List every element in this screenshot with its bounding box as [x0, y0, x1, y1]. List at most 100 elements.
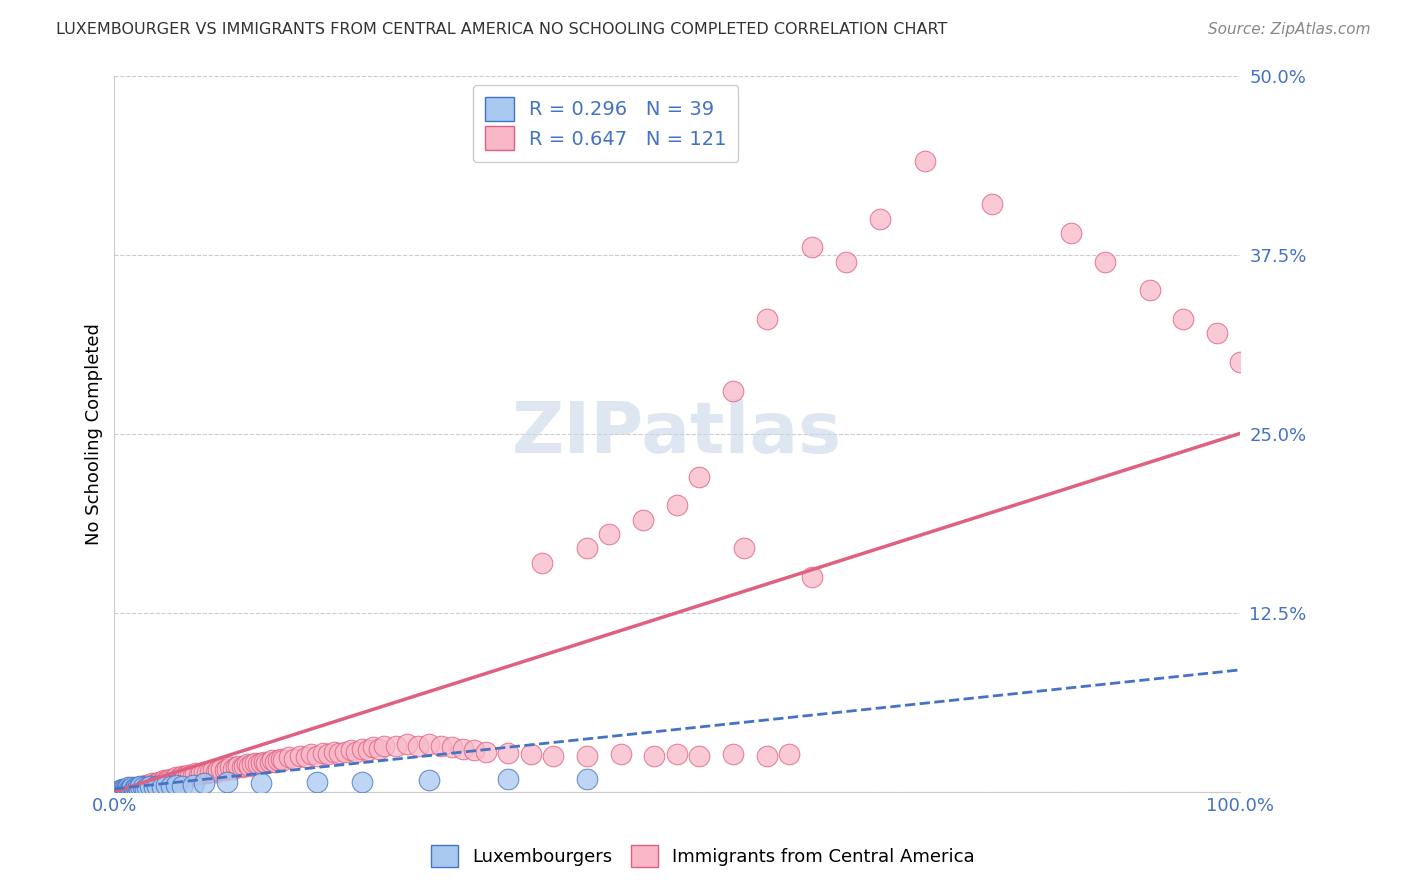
- Point: [157, 773, 180, 788]
- Point: [519, 747, 541, 762]
- Point: [110, 783, 132, 797]
- Point: [159, 772, 181, 786]
- Point: [134, 779, 156, 793]
- Point: [723, 384, 745, 398]
- Point: [108, 783, 131, 797]
- Point: [254, 756, 277, 770]
- Point: [236, 757, 259, 772]
- Point: [170, 769, 193, 783]
- Point: [120, 781, 142, 796]
- Point: [598, 527, 620, 541]
- Point: [111, 781, 134, 796]
- Point: [225, 760, 247, 774]
- Point: [125, 780, 148, 795]
- Point: [121, 780, 143, 795]
- Y-axis label: No Schooling Completed: No Schooling Completed: [86, 323, 103, 544]
- Point: [575, 541, 598, 556]
- Point: [333, 745, 356, 759]
- Point: [869, 211, 891, 226]
- Point: [135, 778, 157, 792]
- Point: [153, 773, 176, 788]
- Point: [361, 740, 384, 755]
- Point: [801, 570, 824, 584]
- Point: [155, 778, 177, 792]
- Point: [122, 781, 145, 796]
- Point: [174, 769, 197, 783]
- Point: [981, 197, 1004, 211]
- Point: [215, 762, 238, 776]
- Point: [125, 781, 148, 796]
- Point: [249, 776, 271, 790]
- Point: [150, 780, 173, 795]
- Point: [139, 779, 162, 793]
- Point: [530, 556, 553, 570]
- Point: [277, 750, 299, 764]
- Point: [350, 741, 373, 756]
- Point: [1139, 284, 1161, 298]
- Point: [243, 756, 266, 770]
- Point: [756, 748, 779, 763]
- Point: [305, 748, 328, 763]
- Point: [756, 312, 779, 326]
- Point: [170, 779, 193, 793]
- Point: [316, 747, 339, 762]
- Point: [209, 762, 232, 776]
- Point: [253, 755, 276, 769]
- Point: [294, 750, 316, 764]
- Point: [288, 748, 311, 763]
- Point: [801, 240, 824, 254]
- Point: [202, 763, 225, 777]
- Point: [179, 769, 201, 783]
- Point: [384, 739, 406, 753]
- Point: [311, 746, 333, 760]
- Point: [131, 780, 153, 795]
- Point: [350, 774, 373, 789]
- Point: [283, 752, 305, 766]
- Point: [136, 778, 159, 792]
- Point: [541, 748, 564, 763]
- Point: [145, 776, 167, 790]
- Point: [134, 781, 156, 796]
- Point: [609, 747, 631, 762]
- Point: [184, 766, 207, 780]
- Point: [914, 154, 936, 169]
- Point: [232, 759, 254, 773]
- Point: [328, 746, 350, 760]
- Point: [193, 764, 215, 779]
- Point: [575, 772, 598, 786]
- Point: [115, 781, 138, 796]
- Point: [264, 755, 287, 769]
- Point: [159, 779, 181, 793]
- Point: [260, 753, 283, 767]
- Point: [146, 776, 169, 790]
- Point: [128, 780, 150, 795]
- Point: [124, 783, 146, 797]
- Point: [221, 762, 243, 776]
- Point: [1094, 254, 1116, 268]
- Point: [665, 747, 688, 762]
- Point: [1229, 355, 1251, 369]
- Legend: R = 0.296   N = 39, R = 0.647   N = 121: R = 0.296 N = 39, R = 0.647 N = 121: [472, 86, 738, 161]
- Point: [367, 741, 389, 756]
- Point: [418, 738, 440, 752]
- Point: [129, 779, 152, 793]
- Point: [631, 512, 654, 526]
- Point: [429, 739, 451, 753]
- Point: [305, 774, 328, 789]
- Point: [142, 778, 165, 792]
- Point: [496, 772, 519, 786]
- Point: [373, 739, 395, 753]
- Point: [299, 747, 322, 762]
- Point: [339, 743, 361, 757]
- Point: [214, 763, 236, 777]
- Point: [136, 780, 159, 795]
- Point: [141, 776, 163, 790]
- Point: [139, 779, 162, 793]
- Point: [169, 770, 191, 784]
- Point: [173, 770, 195, 784]
- Point: [451, 741, 474, 756]
- Point: [207, 763, 229, 777]
- Point: [125, 781, 148, 796]
- Point: [249, 756, 271, 770]
- Point: [1206, 326, 1229, 341]
